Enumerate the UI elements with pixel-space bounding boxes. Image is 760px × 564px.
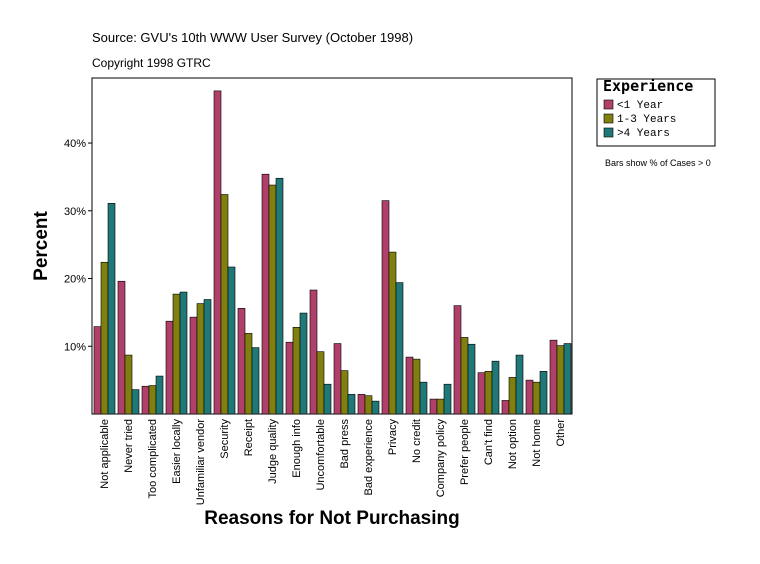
- bar: [501, 400, 510, 415]
- x-tick-label: Not applicable: [99, 419, 111, 489]
- x-tick-label: Judge quality: [267, 419, 279, 484]
- bar: [268, 184, 277, 415]
- x-tick-label: Not option: [507, 419, 519, 469]
- bar: [525, 379, 534, 415]
- bar: [357, 394, 366, 415]
- x-tick-label: Other: [555, 419, 567, 447]
- x-tick-label: Bad experience: [363, 419, 375, 495]
- x-tick-label: Easier locally: [171, 419, 183, 484]
- legend-box: [596, 78, 716, 147]
- bar: [491, 360, 500, 415]
- bar: [117, 280, 126, 415]
- bar: [477, 372, 486, 415]
- chart-title: Source: GVU's 10th WWW User Survey (Octo…: [92, 30, 413, 45]
- bar: [196, 303, 205, 415]
- y-tick-label: 20%: [64, 274, 86, 286]
- bar: [316, 351, 325, 415]
- y-axis-title: Percent: [31, 210, 52, 280]
- bar: [100, 261, 109, 415]
- bar: [549, 339, 558, 415]
- bar: [412, 358, 421, 415]
- legend-swatch: [603, 99, 614, 110]
- bar: [429, 398, 438, 415]
- bar: [347, 394, 356, 415]
- bar: [299, 312, 308, 415]
- legend-label: 1-3 Years: [617, 114, 676, 126]
- x-tick-label: Never tried: [123, 419, 135, 473]
- bar: [532, 381, 541, 415]
- x-tick-label: Privacy: [387, 419, 399, 456]
- bar: [203, 299, 212, 415]
- bar: [467, 343, 476, 415]
- bar: [275, 177, 284, 415]
- bar: [179, 291, 188, 415]
- x-tick-label: Security: [219, 419, 231, 459]
- bar: [213, 90, 222, 415]
- x-axis-title: Reasons for Not Purchasing: [204, 508, 460, 529]
- bar: [556, 345, 565, 415]
- bar: [323, 383, 332, 415]
- bar: [172, 293, 181, 415]
- bar: [124, 354, 133, 415]
- y-tick-label: 10%: [64, 341, 86, 353]
- bar: [484, 371, 493, 415]
- x-tick-label: Unfamiliar vendor: [195, 419, 207, 506]
- bar: [388, 251, 397, 415]
- bar: [292, 326, 301, 415]
- bar: [515, 354, 524, 415]
- bar: [220, 194, 229, 415]
- bar: [237, 308, 246, 415]
- legend-title: Experience: [603, 77, 693, 95]
- x-tick-label: Can't find: [483, 419, 495, 465]
- bar: [563, 343, 572, 415]
- bar: [539, 371, 548, 415]
- legend-label: >4 Years: [617, 128, 670, 140]
- bar: [131, 389, 140, 415]
- bar: [309, 289, 318, 415]
- x-tick-label: No credit: [411, 419, 423, 463]
- bar: [165, 320, 174, 415]
- x-tick-label: Not home: [531, 419, 543, 467]
- bar: [364, 395, 373, 415]
- bar: [395, 282, 404, 415]
- x-tick-label: Prefer people: [459, 419, 471, 485]
- bar: [333, 343, 342, 415]
- bar: [189, 316, 198, 415]
- bar: [381, 200, 390, 415]
- bar: [148, 385, 157, 415]
- bar: [460, 337, 469, 415]
- x-tick-label: Receipt: [243, 419, 255, 456]
- legend-swatch: [603, 127, 614, 138]
- bar: [251, 347, 260, 415]
- bar: [340, 370, 349, 415]
- bar: [371, 400, 380, 415]
- bar: [285, 341, 294, 415]
- x-tick-label: Company policy: [435, 419, 447, 498]
- bar: [244, 333, 253, 415]
- plot-frame: [91, 77, 573, 415]
- x-tick-label: Bad press: [339, 419, 351, 469]
- y-tick-label: 40%: [64, 138, 86, 150]
- chart-subtitle: Copyright 1998 GTRC: [92, 56, 211, 70]
- x-tick-label: Enough info: [291, 419, 303, 478]
- x-tick-label: Too complicated: [147, 419, 159, 499]
- bar: [419, 381, 428, 415]
- bar: [443, 383, 452, 415]
- bar: [107, 203, 116, 415]
- legend-label: <1 Year: [617, 100, 663, 112]
- bar: [508, 377, 517, 415]
- note: Bars show % of Cases > 0: [605, 158, 711, 168]
- bar: [261, 173, 270, 415]
- bar: [405, 356, 414, 415]
- bar: [227, 266, 236, 415]
- legend-swatch: [603, 113, 614, 124]
- y-tick-label: 30%: [64, 206, 86, 218]
- bar: [453, 305, 462, 415]
- bar: [436, 398, 445, 415]
- bar: [93, 326, 102, 415]
- bar: [155, 375, 164, 415]
- bar: [141, 385, 150, 415]
- x-tick-label: Uncomfortable: [315, 419, 327, 491]
